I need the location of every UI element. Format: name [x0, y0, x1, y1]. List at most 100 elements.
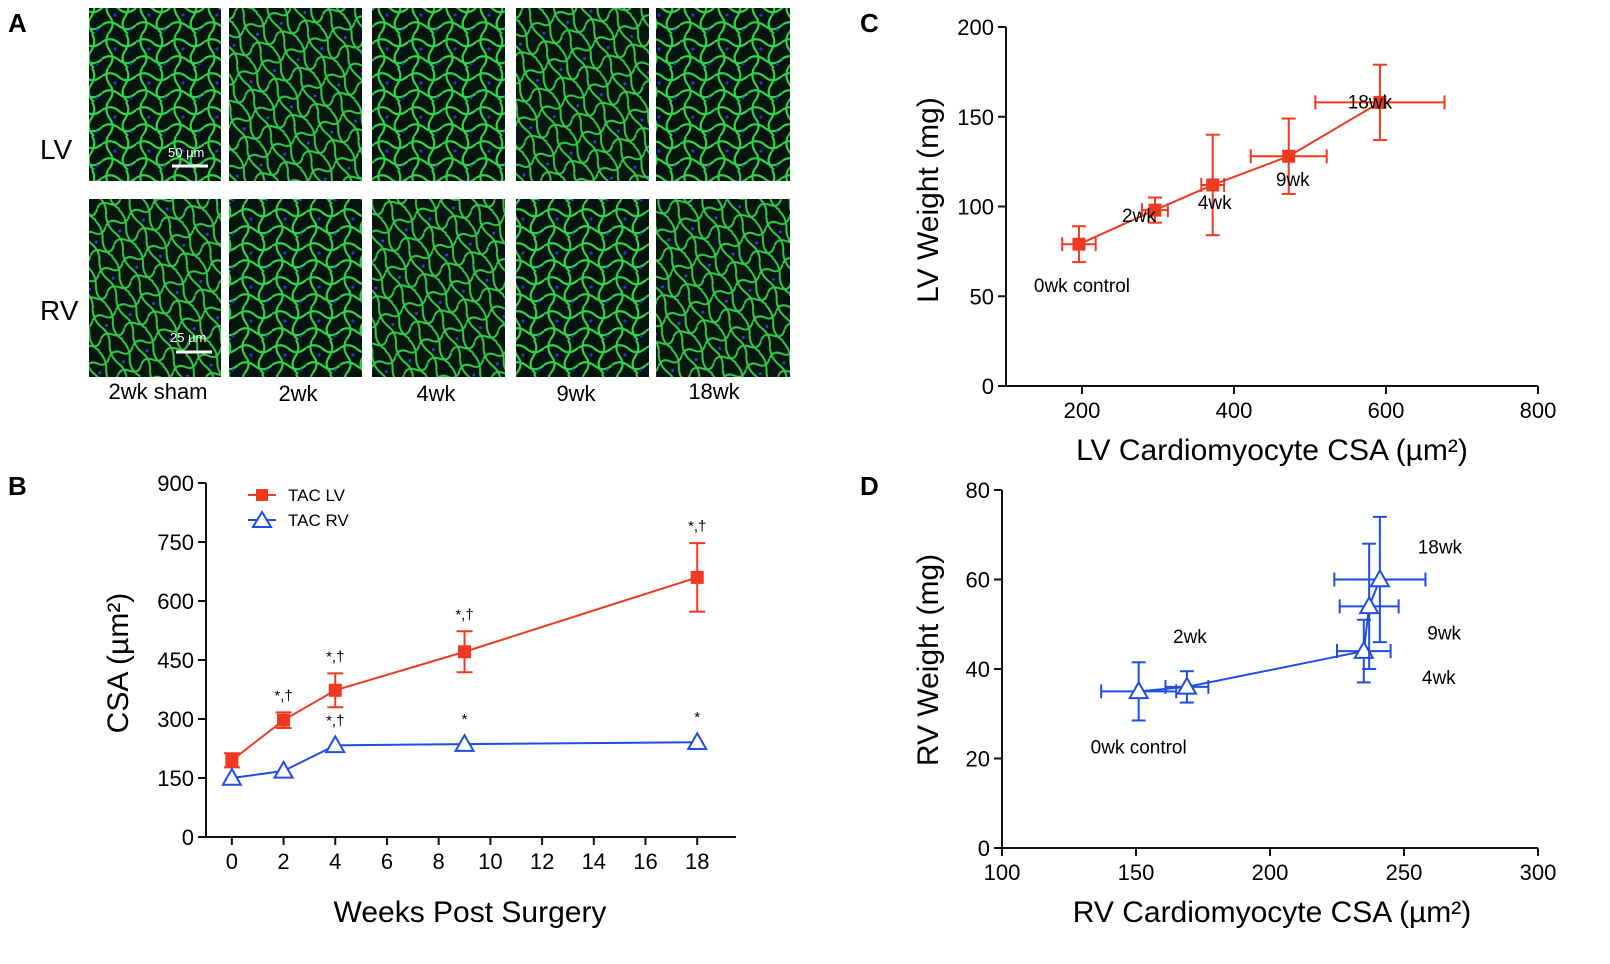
data-point — [1148, 203, 1162, 217]
panel-b: B 0 2 4 6 8 10 12 14 16 18 0 150 300 450 600 750 900 *,† *… — [8, 471, 736, 929]
chart-c-x-tick-label: 800 — [1520, 398, 1557, 423]
chart-c-y-tick-label: 200 — [957, 15, 994, 40]
micrograph-lv-9wk — [516, 8, 649, 181]
data-point-tac-rv — [324, 734, 346, 754]
chart-b-x-tick-label: 2 — [277, 849, 289, 874]
significance-label: *,† — [326, 712, 344, 729]
chart-b-ylabel: CSA (µm²) — [102, 593, 135, 734]
chart-d-x-tick-label: 100 — [984, 860, 1021, 885]
point-label: 4wk — [1198, 193, 1232, 214]
row-label-lv: LV — [40, 134, 72, 165]
chart-d-plot: 100 150 200 250 300 0 20 40 60 80 0wk control 2wk 4w… — [966, 478, 1557, 885]
significance-label: *,† — [274, 687, 292, 704]
data-point-tac-rv — [686, 731, 708, 750]
chart-b-y-tick-label: 300 — [157, 707, 194, 732]
micrograph-rv-18wk — [656, 199, 790, 377]
chart-c-x-tick-label: 200 — [1064, 398, 1101, 423]
chart-c-plot: 200 400 600 800 0 50 100 150 200 0wk control 2wk 4w… — [957, 15, 1556, 423]
chart-b-x-tick-label: 4 — [329, 849, 341, 874]
chart-b-xlabel: Weeks Post Surgery — [334, 896, 607, 929]
chart-d-x-tick-label: 300 — [1520, 860, 1557, 885]
data-point-tac-lv — [328, 683, 342, 697]
chart-b-x-tick-label: 6 — [381, 849, 393, 874]
micrograph-lv-2wk — [229, 8, 362, 181]
data-point — [1127, 680, 1150, 700]
chart-b-x-tick-label: 14 — [582, 849, 606, 874]
chart-b-y-tick-label: 150 — [157, 766, 194, 791]
chart-b-y-tick-label: 0 — [182, 825, 194, 850]
chart-c-y-tick-label: 0 — [982, 374, 994, 399]
column-label-2wk: 2wk — [278, 381, 318, 406]
chart-d-y-tick-label: 0 — [978, 836, 990, 861]
micrograph-rv-2wk-sham — [89, 199, 221, 377]
point-label: 18wk — [1348, 92, 1393, 113]
point-label: 9wk — [1276, 170, 1310, 191]
panel-a-letter: A — [8, 8, 27, 38]
data-point-tac-rv — [453, 733, 476, 752]
chart-d-x-tick-label: 150 — [1118, 860, 1155, 885]
panel-c-letter: C — [860, 8, 879, 38]
significance-label: * — [694, 709, 700, 726]
chart-c-xlabel: LV Cardiomyocyte CSA (µm²) — [1076, 434, 1468, 467]
data-point — [1282, 149, 1296, 163]
chart-b-legend: TAC LV TAC RV — [248, 486, 349, 530]
legend-label-tac-lv: TAC LV — [288, 486, 346, 505]
point-label: 18wk — [1418, 538, 1463, 559]
panel-c: C 200 400 600 800 0 50 100 150 200 0wk control 2wk… — [860, 8, 1556, 467]
data-point-tac-lv — [458, 645, 472, 659]
chart-d-y-tick-label: 60 — [966, 568, 990, 593]
chart-b-y-tick-label: 600 — [157, 589, 194, 614]
chart-b-plot: 0 2 4 6 8 10 12 14 16 18 0 150 300 450 600 750 900 *,† *,†… — [157, 471, 736, 874]
chart-b-x-tick-label: 16 — [633, 849, 657, 874]
legend-marker-tac-lv — [256, 489, 268, 501]
chart-d-x-tick-label: 200 — [1252, 860, 1289, 885]
data-point — [1072, 237, 1086, 251]
data-point — [1176, 675, 1198, 695]
chart-d-x-tick-label: 250 — [1386, 860, 1423, 885]
chart-b-x-tick-label: 12 — [530, 849, 554, 874]
chart-c-y-tick-label: 50 — [970, 284, 994, 309]
column-label-2wk-sham: 2wk sham — [108, 379, 207, 404]
scale-bar-label-rv: 25 µm — [170, 330, 206, 345]
chart-b-y-tick-label: 900 — [157, 471, 194, 496]
point-label: 2wk — [1122, 206, 1156, 227]
significance-label: *,† — [688, 518, 706, 535]
point-label: 4wk — [1422, 668, 1456, 689]
chart-b-y-tick-label: 450 — [157, 648, 194, 673]
data-point-tac-lv — [225, 753, 239, 767]
chart-c-x-tick-label: 600 — [1368, 398, 1405, 423]
column-label-9wk: 9wk — [556, 381, 596, 406]
point-label: 2wk — [1173, 627, 1207, 648]
chart-d-y-tick-label: 80 — [966, 478, 990, 503]
chart-c-y-tick-label: 150 — [957, 105, 994, 130]
chart-d-xlabel: RV Cardiomyocyte CSA (µm²) — [1073, 896, 1471, 929]
scale-bar-label-lv: 50 µm — [168, 145, 204, 160]
point-label: 0wk control — [1034, 276, 1130, 297]
panel-d: D 100 150 200 250 300 0 20 40 60 80 0wk control 2wk… — [860, 471, 1556, 929]
legend-label-tac-rv: TAC RV — [288, 511, 349, 530]
micrograph-rv-9wk — [516, 199, 649, 377]
column-label-18wk: 18wk — [688, 379, 740, 404]
chart-b-x-tick-label: 8 — [433, 849, 445, 874]
chart-b-x-tick-label: 0 — [226, 849, 238, 874]
data-point — [1358, 595, 1380, 615]
chart-b-x-tick-label: 18 — [685, 849, 709, 874]
data-point-tac-lv — [277, 713, 291, 727]
panel-b-letter: B — [8, 471, 27, 501]
chart-c-y-tick-label: 100 — [957, 195, 994, 220]
point-label: 9wk — [1427, 623, 1461, 644]
chart-d-y-tick-label: 20 — [966, 747, 990, 772]
point-label: 0wk control — [1091, 737, 1187, 758]
panel-d-letter: D — [860, 471, 879, 501]
chart-c-x-tick-label: 400 — [1216, 398, 1253, 423]
data-point-tac-rv — [221, 766, 243, 786]
chart-b-x-tick-label: 10 — [478, 849, 502, 874]
micrograph-lv-4wk — [372, 8, 505, 181]
significance-label: *,† — [326, 648, 344, 665]
column-label-4wk: 4wk — [416, 381, 456, 406]
data-point-tac-lv — [690, 570, 704, 584]
micrograph-rv-4wk — [372, 199, 505, 377]
chart-b-y-tick-label: 750 — [157, 530, 194, 555]
legend-marker-tac-rv — [251, 510, 273, 528]
